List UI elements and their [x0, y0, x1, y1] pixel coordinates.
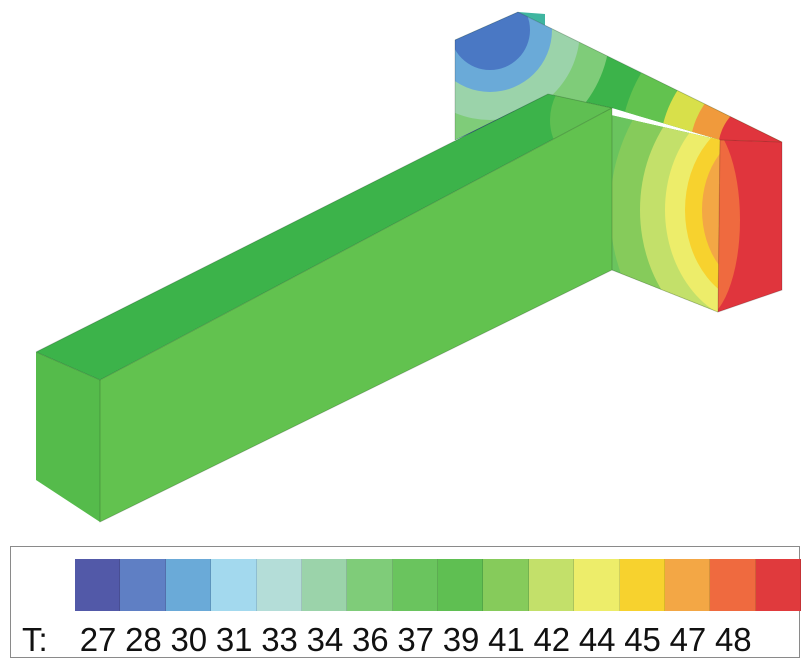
legend-swatch [392, 559, 438, 611]
legend-tick-label: 31 [215, 621, 253, 658]
legend-tick-label: 33 [261, 621, 298, 658]
legend-swatch [75, 559, 121, 611]
legend-title: T: [22, 621, 48, 658]
legend-swatch [165, 559, 212, 611]
legend-swatch [301, 559, 348, 611]
legend-swatch [438, 559, 484, 611]
legend-swatch [483, 559, 529, 611]
legend-swatch [211, 559, 257, 611]
legend-tick-label: 48 [714, 621, 752, 658]
model-edges [35, 11, 783, 523]
legend-swatch [664, 559, 711, 611]
color-scale-bar [75, 559, 801, 611]
legend-swatch [256, 559, 302, 611]
legend-tick-label: 44 [578, 621, 616, 658]
beam-end-face [36, 352, 100, 522]
legend-swatch [574, 559, 620, 611]
legend-swatch [347, 559, 393, 611]
legend-tick-label: 30 [170, 621, 208, 658]
legend-tick-label: 45 [624, 621, 661, 658]
legend-tick-label: 47 [669, 621, 707, 658]
color-scale-labels: T: 27 28 30 31 33 34 36 37 39 41 42 44 45 47 48 [22, 621, 803, 658]
legend-swatch [528, 559, 575, 611]
legend-swatch [755, 559, 801, 611]
legend-tick-label: 41 [488, 621, 525, 658]
flange-end-face [718, 140, 782, 312]
legend-tick-label: 37 [397, 621, 435, 658]
legend-swatch [619, 559, 665, 611]
legend-tick-label: 36 [351, 621, 389, 658]
legend-tick-label: 42 [533, 621, 571, 658]
legend-tick-label: 39 [442, 621, 480, 658]
legend-tick-label: 27 [79, 621, 117, 658]
temperature-field-3d-model [35, 11, 783, 523]
legend-swatch [710, 559, 756, 611]
legend-swatch [120, 559, 166, 611]
legend-tick-label: 28 [125, 621, 162, 658]
legend-tick-label: 34 [306, 621, 344, 658]
